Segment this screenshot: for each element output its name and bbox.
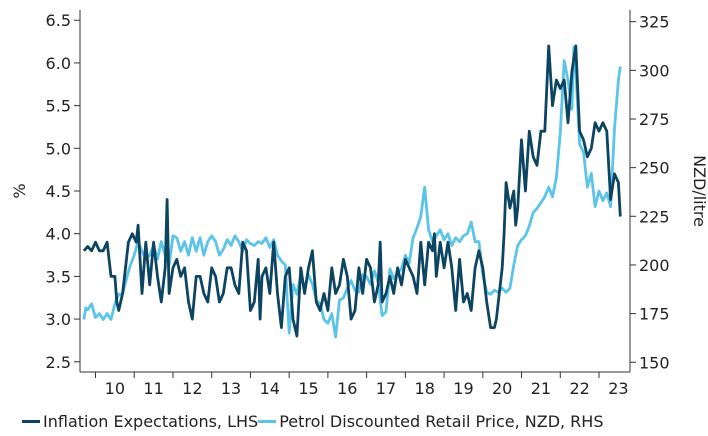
x-axis: 10 11 12 13 14 15 16 17 18 19 20 21 22 23: [80, 371, 630, 398]
right-axis: 150 175 200 225 250 275 300 325: [629, 10, 670, 372]
left-axis: 2.5 3.0 3.5 4.0 4.5 5.0 5.5 6.0 6.5: [46, 10, 81, 372]
x-tick-label: 18: [415, 379, 435, 398]
x-tick-label: 17: [376, 379, 396, 398]
x-tick-label: 15: [298, 379, 318, 398]
left-tick-label: 3.5: [46, 267, 71, 286]
right-tick-label: 275: [639, 110, 670, 129]
right-tick-label: 175: [639, 305, 670, 324]
legend-item-inflation-expectations: Inflation Expectations, LHS: [22, 412, 258, 431]
right-tick-label: 250: [639, 159, 670, 178]
series-layer: [82, 44, 622, 339]
right-tick-label: 200: [639, 256, 670, 275]
left-tick-label: 3.0: [46, 310, 71, 329]
right-axis-title: NZD/litre: [690, 155, 708, 227]
x-tick-label: 22: [569, 379, 589, 398]
x-tick-label: 21: [531, 379, 551, 398]
legend: Inflation Expectations, LHS Petrol Disco…: [22, 412, 603, 431]
legend-swatch-light-line: [258, 420, 277, 423]
dual-axis-line-chart: 2.5 3.0 3.5 4.0 4.5 5.0 5.5 6.0 6.5 150 175 200 225…: [10, 10, 708, 398]
x-tick-label: 20: [492, 379, 512, 398]
left-tick-label: 6.0: [46, 54, 71, 73]
right-tick-label: 300: [639, 61, 670, 80]
left-tick-label: 2.5: [46, 353, 71, 372]
left-tick-label: 6.5: [46, 11, 71, 30]
inflation-expectations-line: [82, 44, 622, 338]
x-tick-label: 10: [105, 379, 125, 398]
left-tick-label: 4.5: [46, 182, 71, 201]
legend-label-petrol-price: Petrol Discounted Retail Price, NZD, RHS: [279, 412, 604, 431]
legend-label-inflation-expectations: Inflation Expectations, LHS: [43, 412, 259, 431]
x-tick-label: 11: [143, 379, 163, 398]
petrol-price-line: [82, 45, 622, 339]
right-tick-label: 150: [639, 353, 670, 372]
legend-swatch-dark-line: [22, 420, 40, 423]
right-tick-label: 225: [639, 207, 670, 226]
x-tick-label: 19: [453, 379, 473, 398]
left-tick-label: 5.5: [46, 97, 71, 116]
legend-item-petrol-price: Petrol Discounted Retail Price, NZD, RHS: [258, 412, 603, 431]
left-tick-label: 5.0: [46, 139, 71, 158]
left-axis-title: %: [10, 183, 29, 198]
x-tick-label: 12: [182, 379, 202, 398]
right-tick-label: 325: [639, 13, 670, 32]
left-tick-label: 4.0: [46, 225, 71, 244]
x-tick-label: 23: [608, 379, 628, 398]
x-tick-label: 13: [221, 379, 241, 398]
x-tick-label: 16: [337, 379, 357, 398]
x-tick-label: 14: [260, 379, 280, 398]
